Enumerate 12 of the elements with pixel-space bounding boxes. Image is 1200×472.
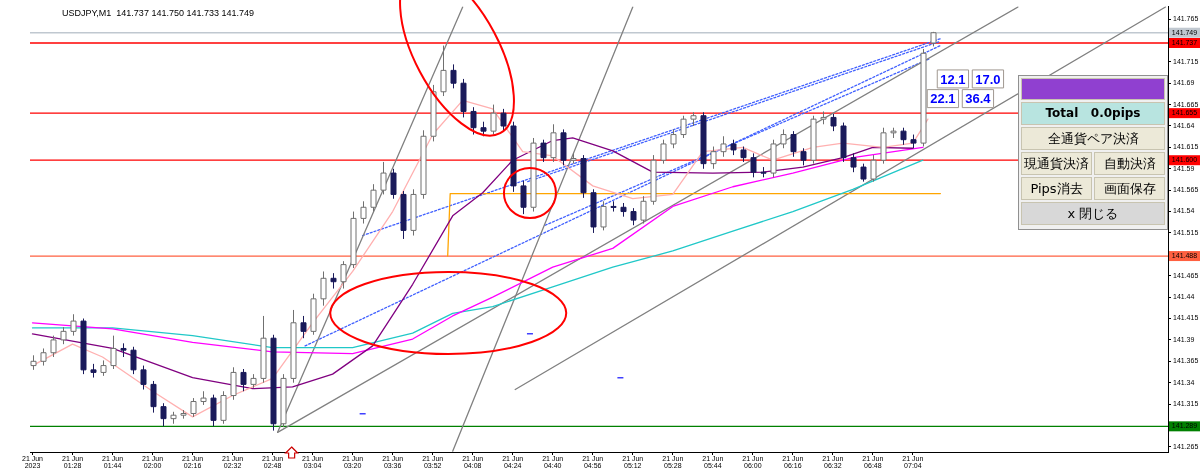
annotation: 12.1: [940, 71, 966, 87]
annotation: 22.1: [930, 91, 956, 107]
annotation: Total 0.0pips: [1021, 102, 1165, 125]
annotation: 現通貨決済: [1021, 152, 1092, 175]
annotation: Pips消去: [1021, 177, 1092, 200]
annotation: 36.4: [965, 91, 992, 107]
chart-title: USDJPY,M1 141.737 141.750 141.733 141.749: [62, 8, 254, 19]
annotation: 画面保存: [1094, 177, 1165, 200]
annotation: 自動決済: [1094, 152, 1165, 175]
annotation: x 閉じる: [1021, 202, 1165, 225]
annotation: 17.0: [975, 71, 1001, 87]
annotation: 全通貨ペア決済: [1021, 127, 1165, 150]
